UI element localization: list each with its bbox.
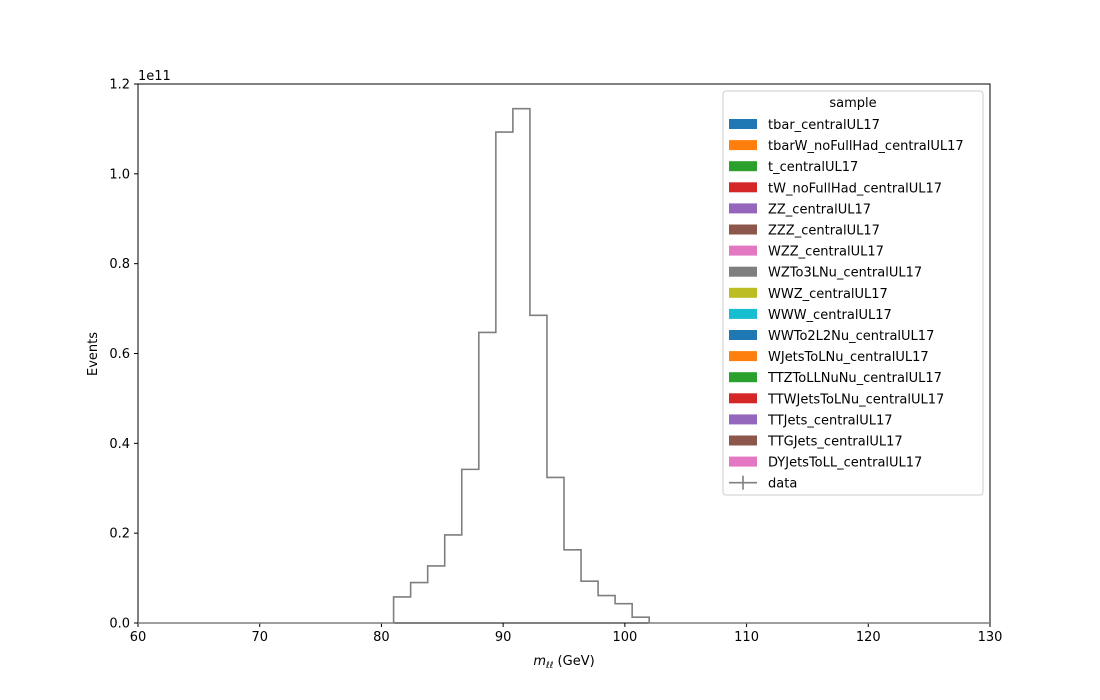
legend-label: tbarW_noFullHad_centralUL17 [768, 139, 964, 154]
legend-swatch [729, 182, 757, 193]
legend-swatch [729, 266, 757, 277]
legend-swatch [729, 414, 757, 425]
legend-label: tW_noFullHad_centralUL17 [768, 181, 942, 196]
legend-swatch [729, 203, 757, 214]
legend-label: WJetsToLNu_centralUL17 [768, 350, 929, 365]
legend-label: WZTo3LNu_centralUL17 [768, 266, 922, 281]
legend-label: ZZZ_centralUL17 [768, 224, 880, 239]
x-axis-label-subscript: ℓℓ [545, 661, 553, 671]
y-tick-label: 0.6 [109, 347, 130, 362]
x-axis: 60 70 80 90 100 110 120 130 [130, 623, 1003, 645]
legend-swatch [729, 308, 757, 319]
y-offset-text: 1e11 [138, 69, 171, 84]
x-tick-label: 90 [495, 630, 512, 645]
legend-label: WZZ_centralUL17 [768, 245, 884, 260]
x-tick-label: 80 [373, 630, 390, 645]
legend-items: tbar_centralUL17 tbarW_noFullHad_centralU… [729, 118, 964, 492]
x-tick-label: 100 [612, 630, 637, 645]
series-line-data [138, 107, 990, 624]
legend-label: t_centralUL17 [768, 160, 858, 175]
y-tick-label: 0.0 [109, 617, 130, 632]
legend-label: WWZ_centralUL17 [768, 287, 888, 302]
x-tick-label: 70 [251, 630, 268, 645]
x-axis-label-unit: (GeV) [553, 654, 594, 669]
legend-label: TTZToLLNuNu_centralUL17 [767, 371, 942, 386]
y-tick-label: 1.2 [109, 78, 130, 93]
series-layer [138, 107, 990, 624]
legend-label: TTJets_centralUL17 [767, 413, 893, 428]
x-tick-label: 130 [978, 630, 1003, 645]
legend-frame [722, 90, 984, 496]
y-tick-label: 0.2 [109, 527, 130, 542]
legend-label: ZZ_centralUL17 [768, 202, 871, 217]
legend-swatch [729, 351, 757, 362]
y-axis: 0.0 0.2 0.4 0.6 0.8 1.0 1.2 [109, 78, 138, 632]
y-tick-label: 0.4 [109, 437, 130, 452]
x-tick-label: 60 [130, 630, 147, 645]
legend-swatch [729, 140, 757, 151]
legend: sample tbar_centralUL17 tbarW_noFullHad_c… [722, 90, 984, 496]
legend-swatch [729, 287, 757, 298]
y-axis-label: Events [86, 332, 101, 376]
legend-label: tbar_centralUL17 [768, 118, 880, 133]
legend-swatch [729, 161, 757, 172]
legend-title: sample [829, 96, 876, 111]
legend-swatch [729, 393, 757, 404]
legend-swatch [729, 435, 757, 446]
legend-swatch [729, 456, 757, 467]
legend-swatch [729, 119, 757, 129]
x-tick-label: 120 [856, 630, 881, 645]
legend-swatch [729, 245, 757, 256]
legend-label: DYJetsToLL_centralUL17 [768, 456, 922, 471]
legend-swatch [729, 372, 757, 383]
legend-label: data [768, 477, 797, 492]
x-axis-label-symbol: m [533, 654, 546, 669]
legend-label: TTWJetsToLNu_centralUL17 [767, 392, 944, 407]
legend-label: WWTo2L2Nu_centralUL17 [768, 329, 934, 344]
legend-label: TTGJets_centralUL17 [767, 435, 903, 450]
legend-label: WWW_centralUL17 [768, 308, 892, 323]
y-tick-label: 1.0 [109, 167, 130, 182]
y-tick-label: 0.8 [109, 257, 130, 272]
legend-swatch [729, 224, 757, 235]
x-tick-label: 110 [734, 630, 759, 645]
x-axis-label: mℓℓ (GeV) [533, 654, 594, 671]
legend-swatch [729, 330, 757, 340]
